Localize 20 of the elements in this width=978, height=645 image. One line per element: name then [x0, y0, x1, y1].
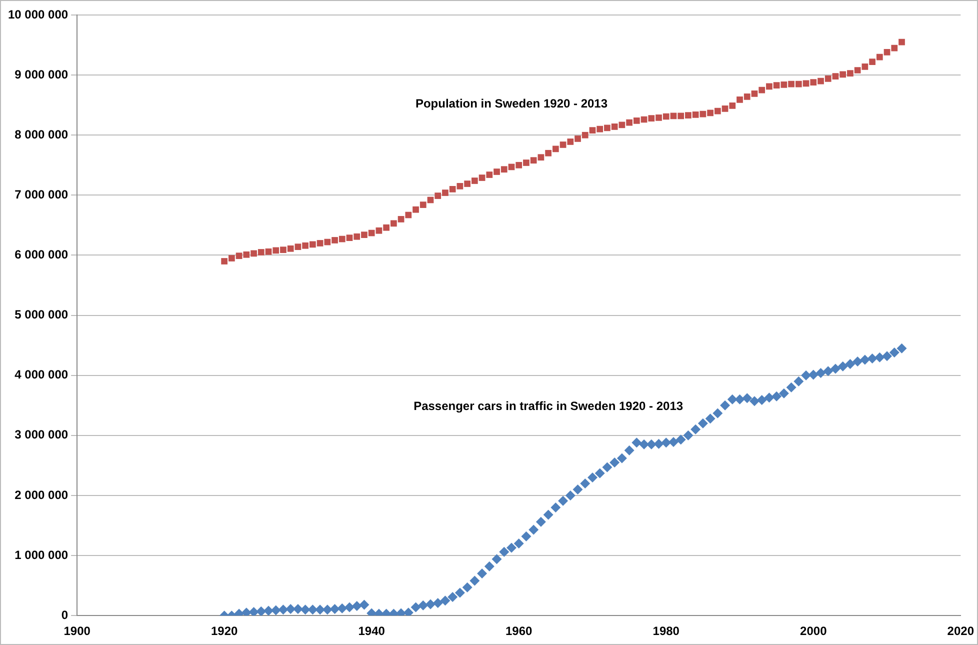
y-tick-label: 8 000 000 — [14, 127, 68, 142]
series-label: Population in Sweden 1920 - 2013 — [415, 96, 608, 110]
y-tick-label: 4 000 000 — [14, 368, 68, 382]
x-tick-label: 1980 — [652, 624, 680, 638]
y-tick-label: 10 000 000 — [8, 7, 68, 22]
y-tick-label: 5 000 000 — [14, 308, 68, 322]
y-tick-label: 0 — [61, 608, 68, 622]
y-tick-label: 2 000 000 — [14, 488, 68, 502]
series-label: Passenger cars in traffic in Sweden 1920 - 2013 — [414, 399, 684, 414]
x-tick-label: 2000 — [800, 624, 828, 638]
x-tick-label: 2020 — [947, 624, 974, 638]
y-tick-label: 7 000 000 — [14, 187, 68, 202]
y-tick-label: 3 000 000 — [14, 428, 68, 442]
x-tick-label: 1940 — [358, 624, 386, 638]
y-tick-label: 1 000 000 — [14, 548, 68, 562]
y-tick-label: 9 000 000 — [14, 67, 68, 82]
x-tick-label: 1900 — [64, 624, 91, 638]
x-tick-label: 1920 — [210, 624, 238, 638]
y-tick-label: 6 000 000 — [14, 248, 68, 262]
x-tick-label: 1960 — [506, 624, 533, 638]
